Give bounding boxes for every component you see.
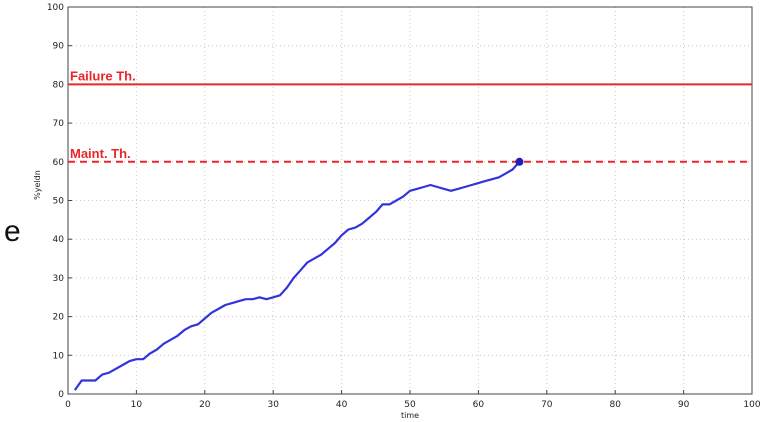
x-tick-label: 30	[267, 400, 279, 410]
y-tick-label: 100	[47, 3, 64, 13]
y-tick-label: 80	[53, 80, 65, 90]
x-tick-label: 0	[65, 400, 71, 410]
x-tick-label: 100	[743, 400, 760, 410]
y-tick-label: 30	[53, 274, 65, 284]
y-tick-label: 60	[53, 158, 65, 168]
series-line	[73, 161, 521, 391]
x-tick-label: 90	[678, 400, 690, 410]
y-tick-label: 20	[53, 313, 65, 323]
x-tick-label: 50	[404, 400, 416, 410]
y-tick-label: 40	[53, 235, 65, 245]
ticks: 0 10 20 30 40 50 60 70 80 90 100 0 10 20 30 40 50 60 70 80 9…	[47, 3, 761, 410]
x-tick-label: 20	[199, 400, 211, 410]
y-tick-label: 0	[58, 390, 64, 400]
threshold-label: Maint. Th.	[70, 146, 131, 161]
series-end-marker	[515, 157, 524, 166]
y-axis-label: %yeldn	[33, 170, 42, 200]
y-tick-label: 10	[53, 351, 65, 361]
threshold-label: Failure Th.	[70, 68, 136, 83]
x-tick-label: 10	[131, 400, 143, 410]
y-tick-label: 90	[53, 42, 65, 52]
x-tick-label: 70	[541, 400, 553, 410]
series	[73, 157, 524, 391]
x-axis-label: time	[401, 411, 419, 420]
thresholds: Failure Th. Maint. Th.	[68, 68, 752, 163]
grid	[68, 7, 752, 394]
stray-letter: e	[4, 215, 21, 248]
x-tick-label: 80	[609, 400, 621, 410]
x-tick-label: 40	[336, 400, 348, 410]
x-tick-label: 60	[473, 400, 485, 410]
y-tick-label: 70	[53, 119, 65, 129]
y-tick-label: 50	[53, 197, 65, 207]
